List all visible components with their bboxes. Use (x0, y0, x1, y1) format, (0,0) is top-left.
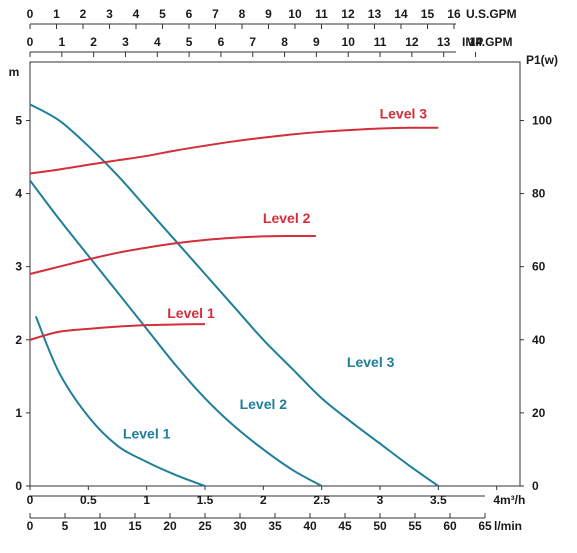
head-label-level-3: Level 3 (347, 354, 395, 370)
x-lmin-tick-label: 65 (478, 519, 492, 533)
x-lmin-tick-label: 55 (408, 519, 422, 533)
x-lmin-tick-label: 15 (128, 519, 142, 533)
x-usgpm-tick-label: 10 (288, 7, 302, 21)
head-label-level-2: Level 2 (240, 396, 288, 412)
x-m3h-tick-label: 0.5 (80, 493, 97, 507)
x-usgpm-tick-label: 4 (133, 7, 140, 21)
x-usgpm-tick-label: 14 (394, 7, 408, 21)
x-m3h-tick-label: 1 (143, 493, 150, 507)
x-usgpm-tick-label: 16 (447, 7, 461, 21)
y-left-tick-label: 3 (15, 260, 22, 274)
power-series-group (29, 126, 439, 341)
x-lmin-tick-label: 20 (163, 519, 177, 533)
x-usgpm-tick-label: 2 (80, 7, 87, 21)
x-impgpm-tick-label: 14 (469, 35, 483, 49)
head-curve-level-2 (29, 179, 323, 487)
x-impgpm-tick-label: 9 (313, 35, 320, 49)
y-left-tick-label: 0 (15, 479, 22, 493)
x-usgpm-tick-label: 7 (212, 7, 219, 21)
x-impgpm-tick-label: 8 (281, 35, 288, 49)
y-right-tick-label: 80 (532, 187, 546, 201)
x-lmin-tick-label: 50 (373, 519, 387, 533)
x-impgpm-axis-label: IMP.GPM (462, 35, 512, 49)
x-impgpm-tick-label: 1 (58, 35, 65, 49)
y-right-tick-label: 100 (532, 113, 552, 127)
x-m3h-tick-label: 3.5 (430, 493, 447, 507)
x-impgpm-tick-label: 12 (405, 35, 419, 49)
x-lmin-tick-label: 0 (27, 519, 34, 533)
x-usgpm-tick-label: 1 (53, 7, 60, 21)
x-usgpm-tick-label: 12 (341, 7, 355, 21)
x-m3h-tick-label: 2 (260, 493, 267, 507)
x-lmin-tick-label: 5 (62, 519, 69, 533)
x-impgpm-tick-label: 13 (437, 35, 451, 49)
head-curve-level-1 (34, 316, 206, 487)
x-impgpm-tick-label: 6 (218, 35, 225, 49)
x-lmin-tick-label: 45 (338, 519, 352, 533)
x-lmin-tick-label: 40 (303, 519, 317, 533)
x-m3h-tick-label: 3 (377, 493, 384, 507)
x-impgpm-tick-label: 4 (154, 35, 161, 49)
x-impgpm-tick-label: 11 (374, 35, 387, 49)
x-impgpm-tick-label: 2 (90, 35, 97, 49)
x-usgpm-tick-label: 0 (27, 7, 34, 21)
y-left-tick-label: 1 (15, 406, 22, 420)
y-left-tick-label: 5 (15, 113, 22, 127)
labels-group: Level 1 Level 2 Level 3 Level 1 Level 2 Level… (123, 105, 427, 441)
head-curve-level-3 (29, 103, 439, 487)
y-left-tick-label: 4 (15, 187, 22, 201)
x-usgpm-tick-label: 5 (159, 7, 166, 21)
x-lmin-tick-label: 25 (198, 519, 212, 533)
head-series-group (29, 103, 439, 487)
x-lmin-axis-label: l/min (494, 519, 522, 533)
x-usgpm-tick-label: 15 (421, 7, 435, 21)
plot-frame (29, 61, 521, 487)
x-impgpm-tick-label: 3 (122, 35, 129, 49)
x-impgpm-tick-label: 5 (186, 35, 193, 49)
x-impgpm-tick-label: 10 (342, 35, 356, 49)
x-m3h-tick-label: 4 (493, 493, 500, 507)
x-usgpm-tick-label: 11 (315, 7, 328, 21)
x-impgpm-tick-label: 7 (249, 35, 256, 49)
x-usgpm-tick-label: 13 (368, 7, 382, 21)
y-left-axis-label: m (9, 65, 20, 79)
power-label-level-3: Level 3 (380, 105, 428, 121)
x-usgpm-tick-label: 3 (106, 7, 113, 21)
x-usgpm-axis-label: U.S.GPM (466, 7, 517, 21)
y-right-tick-label: 20 (532, 406, 546, 420)
x-usgpm-tick-label: 9 (265, 7, 272, 21)
y-left-tick-label: 2 (15, 333, 22, 347)
power-curve-level-2 (29, 234, 316, 275)
power-curve-level-1 (29, 323, 206, 341)
x-usgpm-tick-label: 6 (186, 7, 193, 21)
x-lmin-tick-label: 10 (93, 519, 107, 533)
x-lmin-tick-label: 30 (233, 519, 247, 533)
head-label-level-1: Level 1 (123, 425, 171, 441)
y-right-tick-label: 0 (532, 479, 539, 493)
x-lmin-tick-label: 35 (268, 519, 282, 533)
x-m3h-tick-label: 2.5 (313, 493, 330, 507)
x-m3h-tick-label: 0 (27, 493, 34, 507)
x-usgpm-tick-label: 8 (239, 7, 246, 21)
x-m3h-axis-label: m³/h (500, 493, 525, 507)
y-right-axis-label: P1(w) (526, 53, 558, 67)
x-impgpm-tick-label: 0 (27, 35, 34, 49)
x-lmin-tick-label: 60 (443, 519, 457, 533)
x-m3h-tick-label: 1.5 (197, 493, 214, 507)
power-label-level-2: Level 2 (263, 210, 311, 226)
power-curve-level-3 (29, 126, 439, 175)
y-right-tick-label: 60 (532, 260, 546, 274)
power-label-level-1: Level 1 (167, 305, 215, 321)
y-right-tick-label: 40 (532, 333, 546, 347)
